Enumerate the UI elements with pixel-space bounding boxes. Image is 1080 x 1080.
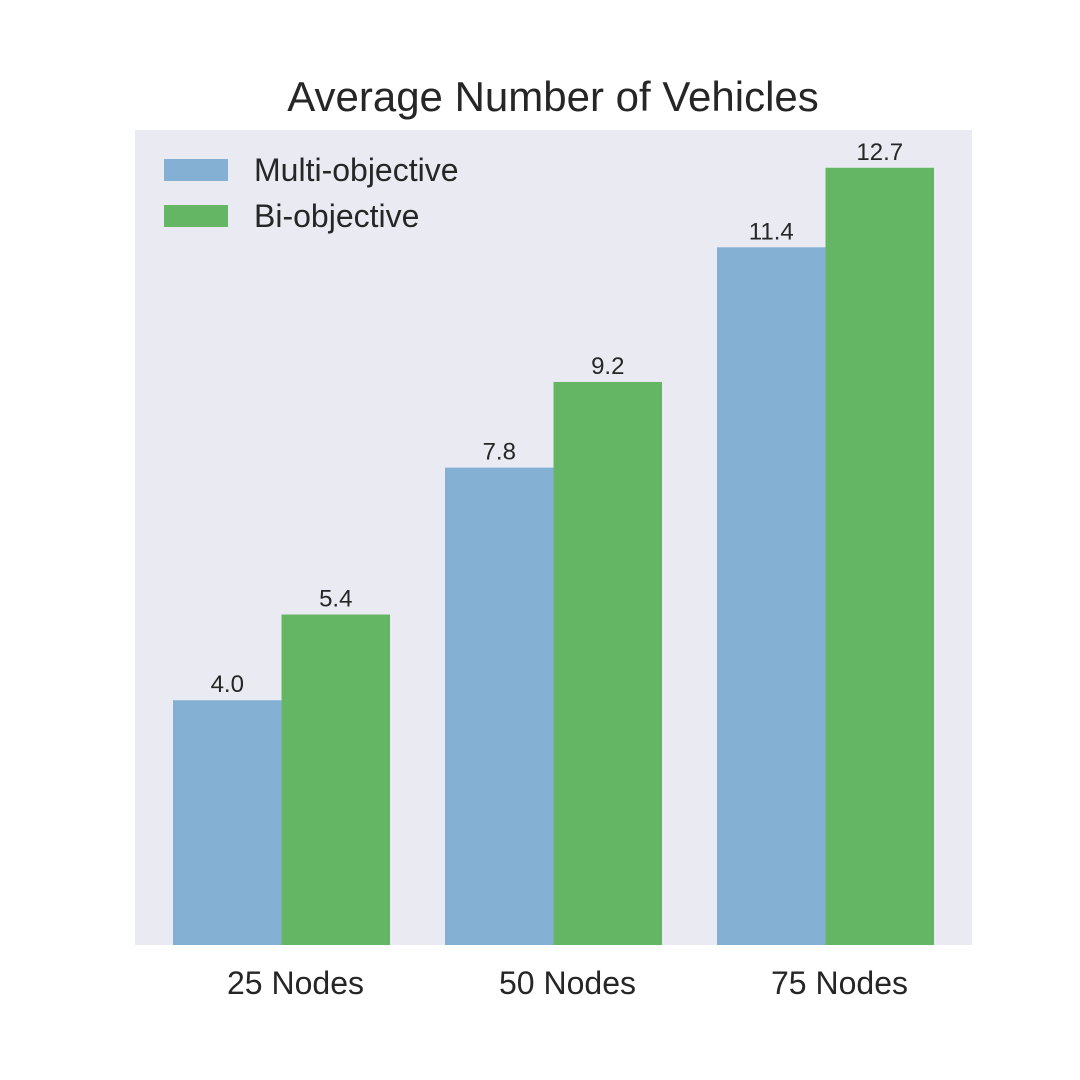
legend-swatch-multi-objective [164, 159, 228, 181]
value-label-bi-objective-1: 5.4 [319, 586, 352, 613]
x-axis-tick-labels: 25 Nodes 50 Nodes 75 Nodes [227, 965, 908, 1001]
bar-multi-objective-1 [173, 700, 282, 945]
bar-multi-objective-3 [717, 247, 826, 945]
chart-title: Average Number of Vehicles [287, 73, 819, 120]
x-tick-label-1: 25 Nodes [227, 965, 364, 1001]
legend-label-multi-objective: Multi-objective [254, 152, 459, 188]
value-label-multi-objective-1: 4.0 [211, 671, 244, 698]
legend-swatch-bi-objective [164, 205, 228, 227]
value-label-bi-objective-3: 12.7 [856, 139, 903, 166]
x-tick-label-2: 50 Nodes [499, 965, 636, 1001]
bar-bi-objective-3 [825, 167, 934, 945]
bar-bi-objective-2 [553, 381, 662, 946]
value-label-multi-objective-3: 11.4 [749, 218, 794, 245]
bar-bi-objective-1 [281, 614, 390, 945]
x-tick-label-3: 75 Nodes [771, 965, 908, 1001]
value-labels-layer: 4.0 5.4 7.8 9.2 11.4 12.7 [211, 139, 904, 698]
legend-label-bi-objective: Bi-objective [254, 198, 419, 234]
bars-layer [173, 167, 934, 946]
value-label-multi-objective-2: 7.8 [483, 439, 516, 466]
value-label-bi-objective-2: 9.2 [591, 353, 624, 380]
bar-multi-objective-2 [445, 467, 554, 945]
legend: Multi-objective Bi-objective [164, 152, 459, 234]
